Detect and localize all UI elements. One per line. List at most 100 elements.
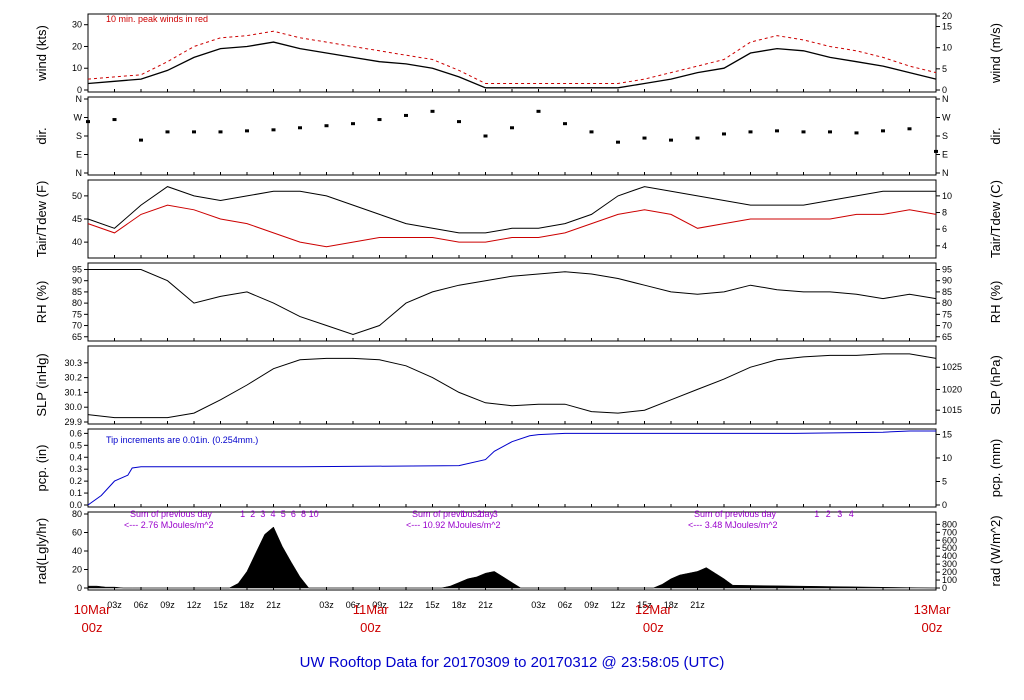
dir-point bbox=[377, 118, 382, 122]
rad-marker-day3: 3 bbox=[493, 509, 498, 519]
dir-point bbox=[669, 138, 673, 142]
dir-point bbox=[722, 132, 726, 136]
dir-point bbox=[86, 120, 90, 124]
dir-point bbox=[828, 130, 832, 134]
pcp-right-tick-label: 0 bbox=[942, 500, 947, 510]
hour-tick-label: 12z bbox=[187, 600, 202, 610]
rh-left-tick-label: 75 bbox=[72, 309, 82, 319]
hour-tick-label: 03z bbox=[319, 600, 334, 610]
hour-tick-label: 03z bbox=[107, 600, 122, 610]
dir-left-tick-label: W bbox=[74, 113, 83, 123]
rad-left-tick-label: 60 bbox=[72, 528, 82, 538]
slp-series bbox=[87, 353, 937, 419]
rad-marker-day2: 2 bbox=[250, 509, 255, 519]
pcp-right-tick-label: 10 bbox=[942, 453, 952, 463]
pcp-left-tick-label: 0.0 bbox=[69, 500, 82, 510]
rad-right-label: rad (W/m^2) bbox=[988, 515, 1003, 586]
axis-labels: wind (kts) wind (m/s) dir. dir. Tair/Tde… bbox=[34, 23, 1003, 587]
rh-right-tick-label: 85 bbox=[942, 287, 952, 297]
rad-right-tick-label: 800 bbox=[942, 519, 957, 529]
temp-left-tick-label: 50 bbox=[72, 191, 82, 201]
hour-tick-label: 18z bbox=[664, 600, 679, 610]
pcp-right-label: pcp. (mm) bbox=[988, 439, 1003, 498]
hour-tick-label: 15z bbox=[637, 600, 652, 610]
pcp-note: Tip increments are 0.01in. (0.254mm.) bbox=[106, 435, 258, 445]
rad-sum-heading-2: Sum of previous day bbox=[412, 509, 495, 519]
date-day-label: 11Mar bbox=[353, 602, 390, 617]
temp-right-tick-label: 4 bbox=[942, 241, 947, 251]
dir-left-label: dir. bbox=[34, 127, 49, 144]
wind-left-tick-label: 0 bbox=[77, 85, 82, 95]
rad-marker-day2: 4 bbox=[271, 509, 276, 519]
wind-peak-series bbox=[87, 30, 937, 84]
rad-left-label: rad(Lgly/hr) bbox=[34, 518, 49, 584]
dir-point bbox=[934, 149, 938, 153]
pcp-left-label: pcp. (in) bbox=[34, 445, 49, 492]
dir-point bbox=[907, 127, 912, 131]
dir-point bbox=[112, 118, 117, 122]
dir-point bbox=[775, 129, 779, 133]
dir-point bbox=[271, 128, 276, 132]
wind-right-tick-label: 0 bbox=[942, 85, 947, 95]
rad-right-tick-label: 500 bbox=[942, 543, 957, 553]
rad-sums: Sum of previous day <--- 2.76 MJoules/m^… bbox=[124, 509, 778, 530]
rad-right-tick-label: 200 bbox=[942, 567, 957, 577]
slp-panel-frame bbox=[87, 345, 937, 425]
hour-tick-label: 09z bbox=[160, 600, 175, 610]
slp-left-label: SLP (inHg) bbox=[34, 353, 49, 416]
dir-point bbox=[881, 129, 885, 133]
rad-marker-day3: 2 bbox=[477, 509, 482, 519]
hour-tick-label: 06z bbox=[346, 600, 361, 610]
rh-right-tick-label: 80 bbox=[942, 298, 952, 308]
rad-marker-day2: 5 bbox=[281, 509, 286, 519]
slp-right-label: SLP (hPa) bbox=[988, 355, 1003, 415]
temp-right-tick-label: 10 bbox=[942, 191, 952, 201]
pcp-left-tick-label: 0.4 bbox=[69, 452, 82, 462]
slp-left-tick-label: 30.2 bbox=[64, 373, 82, 383]
hour-tick-label: 15z bbox=[425, 600, 440, 610]
hour-tick-label: 21z bbox=[266, 600, 281, 610]
dir-point bbox=[536, 109, 541, 113]
dir-right-tick-label: S bbox=[942, 131, 948, 141]
slp-left-tick-label: 30.0 bbox=[64, 402, 82, 412]
temp-left-label: Tair/Tdew (F) bbox=[34, 181, 49, 258]
dir-point bbox=[298, 126, 302, 130]
dir-point bbox=[510, 126, 514, 130]
slp-right-tick-label: 1020 bbox=[942, 384, 962, 394]
rh-panel-frame bbox=[87, 262, 937, 342]
rad-marker-day3: 1 bbox=[461, 509, 466, 519]
pcp-right-tick-label: 15 bbox=[942, 429, 952, 439]
data-layer: 1 2 3 4 5 6 8 10 1 2 3 1 2 3 4 bbox=[86, 30, 938, 589]
dir-left-tick-label: S bbox=[76, 131, 82, 141]
dir-point bbox=[324, 124, 329, 128]
dir-point bbox=[351, 122, 355, 126]
dir-point bbox=[165, 130, 170, 134]
dir-point bbox=[695, 136, 700, 140]
rad-sum-heading-3: Sum of previous day bbox=[694, 509, 777, 519]
dir-left-tick-label: N bbox=[76, 168, 83, 178]
date-hour-label: 00z bbox=[82, 620, 103, 635]
hour-tick-label: 15z bbox=[213, 600, 228, 610]
rad-right-tick-label: 600 bbox=[942, 535, 957, 545]
hour-tick-label: 03z bbox=[531, 600, 546, 610]
temp-right-label: Tair/Tdew (C) bbox=[988, 180, 1003, 258]
date-hour-label: 00z bbox=[360, 620, 381, 635]
date-day-label: 10Mar bbox=[74, 602, 112, 617]
wind-series bbox=[87, 41, 937, 89]
hour-tick-label: 12z bbox=[611, 600, 626, 610]
rh-right-tick-label: 75 bbox=[942, 309, 952, 319]
pcp-left-tick-label: 0.3 bbox=[69, 464, 82, 474]
rad-series bbox=[87, 526, 937, 589]
rad-right-tick-label: 0 bbox=[942, 583, 947, 593]
pcp-left-tick-label: 0.6 bbox=[69, 428, 82, 438]
slp-left-tick-label: 30.3 bbox=[64, 358, 82, 368]
pcp-right-tick-label: 5 bbox=[942, 476, 947, 486]
pcp-left-tick-label: 0.1 bbox=[69, 488, 82, 498]
tick-layer: 010203005101520NESWNNESWN404550468106570… bbox=[64, 11, 962, 593]
slp-left-tick-label: 29.9 bbox=[64, 417, 82, 427]
wind-right-tick-label: 20 bbox=[942, 11, 952, 21]
rad-sum-value-2: <--- 10.92 MJoules/m^2 bbox=[406, 520, 501, 530]
wind-right-label: wind (m/s) bbox=[988, 23, 1003, 84]
dir-point bbox=[642, 136, 647, 140]
